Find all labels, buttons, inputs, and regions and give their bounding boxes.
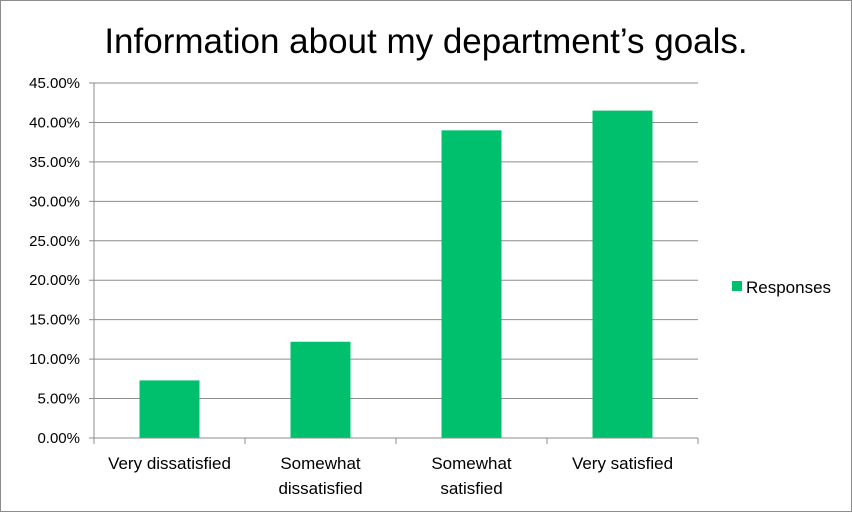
chart-title: Information about my department’s goals. bbox=[104, 22, 747, 61]
y-tick-label: 35.00% bbox=[29, 154, 80, 171]
bars bbox=[139, 110, 653, 439]
x-category-label: Very satisfied bbox=[572, 454, 673, 473]
x-category-label: Somewhat dissatisfied bbox=[278, 454, 362, 498]
legend: Responses bbox=[732, 278, 831, 297]
y-tick-label: 20.00% bbox=[29, 272, 80, 289]
legend-swatch bbox=[732, 281, 742, 291]
gridlines bbox=[94, 82, 698, 400]
legend-label: Responses bbox=[746, 278, 831, 297]
y-tick-label: 40.00% bbox=[29, 114, 80, 131]
x-category-label: Very dissatisfied bbox=[108, 454, 231, 473]
y-axis-ticks: 0.00% 5.00% 10.00% 15.00% 20.00% 25.00% 30.00%… bbox=[29, 75, 80, 447]
y-tick-label: 25.00% bbox=[29, 233, 80, 250]
bar bbox=[139, 380, 200, 438]
x-category-label: Somewhat satisfied bbox=[431, 454, 512, 498]
y-tick-label: 15.00% bbox=[29, 312, 80, 329]
y-tick-label: 0.00% bbox=[37, 430, 80, 447]
bar bbox=[441, 130, 502, 439]
y-tick-label: 30.00% bbox=[29, 193, 80, 210]
bar bbox=[290, 341, 351, 438]
x-axis-categories: Very dissatisfied Somewhat dissatisfied Som… bbox=[108, 454, 673, 498]
y-tick-label: 5.00% bbox=[37, 391, 80, 408]
bar bbox=[592, 110, 653, 438]
y-tick-label: 45.00% bbox=[29, 75, 80, 92]
axes bbox=[89, 82, 699, 444]
y-tick-label: 10.00% bbox=[29, 351, 80, 368]
